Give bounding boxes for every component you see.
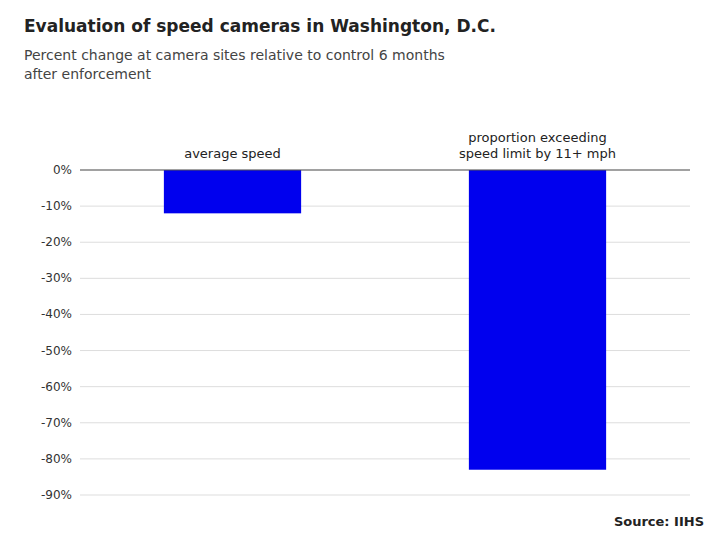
y-tick-label: -10%	[41, 199, 72, 213]
y-tick-label: -80%	[41, 452, 72, 466]
subtitle: Percent change at camera sites relative …	[24, 47, 445, 82]
grid-line	[80, 170, 690, 171]
category-label: proportion exceedingspeed limit by 11+ m…	[459, 130, 616, 161]
category-label: average speed	[184, 146, 281, 161]
bar	[164, 170, 301, 213]
bar	[469, 170, 606, 470]
bars	[164, 170, 606, 470]
chart: Evaluation of speed cameras in Washingto…	[0, 0, 720, 540]
y-tick-label: 0%	[53, 163, 72, 177]
y-tick-label: -50%	[41, 344, 72, 358]
y-tick-label: -90%	[41, 488, 72, 502]
y-tick-label: -40%	[41, 307, 72, 321]
grid-line	[80, 495, 690, 496]
y-tick-label: -20%	[41, 235, 72, 249]
grid	[80, 170, 690, 495]
y-tick-label: -70%	[41, 416, 72, 430]
title: Evaluation of speed cameras in Washingto…	[24, 16, 496, 36]
baseline	[80, 170, 690, 171]
source: Source: IIHS	[614, 514, 704, 529]
y-tick-label: -60%	[41, 380, 72, 394]
y-tick-label: -30%	[41, 271, 72, 285]
